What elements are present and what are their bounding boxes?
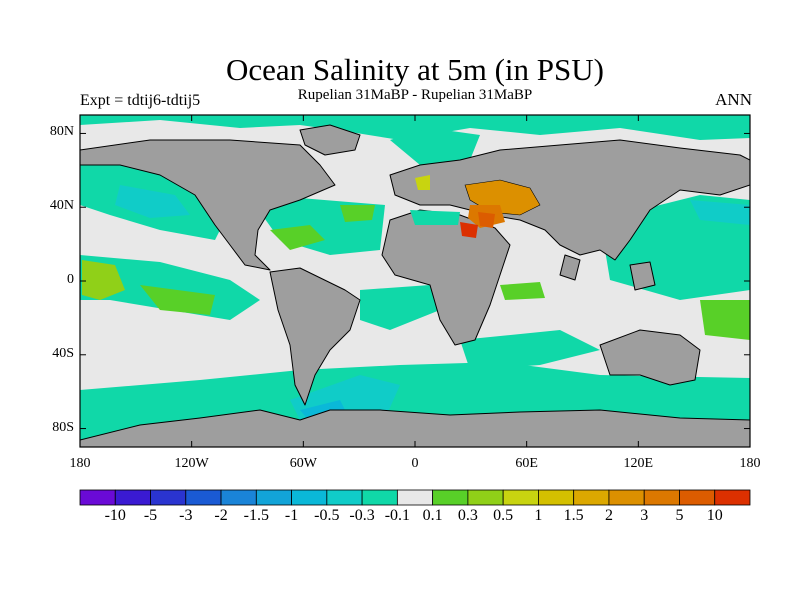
colorbar-swatch xyxy=(185,489,222,506)
north-atlantic-positive-2 xyxy=(340,205,375,222)
colorbar-swatch xyxy=(679,489,716,506)
colorbar-swatch xyxy=(150,489,187,506)
colorbar-swatch xyxy=(361,489,398,506)
western-mediterranean-anomaly xyxy=(410,210,460,225)
colorbar-swatch xyxy=(220,489,257,506)
colorbar-swatch xyxy=(432,489,469,506)
lat-tick-label: 40N xyxy=(49,198,74,214)
lon-tick-label: 0 xyxy=(411,456,419,471)
colorbar-label: -10 xyxy=(104,507,126,524)
caspian-core xyxy=(478,212,495,228)
map-field xyxy=(80,115,750,447)
colorbar-swatch xyxy=(114,489,151,506)
colorbar-swatch xyxy=(255,489,292,506)
colorbar-label: 0.3 xyxy=(457,507,478,524)
colorbar-label: 1 xyxy=(534,507,543,524)
subtitle: Rupelian 31MaBP - Rupelian 31MaBP xyxy=(297,87,533,103)
lon-tick-label: 60E xyxy=(515,456,538,471)
africa-land xyxy=(381,209,511,346)
lon-tick-label: 120W xyxy=(174,456,209,471)
colorbar-swatch xyxy=(502,489,539,506)
north-sea-anomaly xyxy=(415,175,430,190)
colorbar-swatch xyxy=(467,489,504,506)
lon-tick-label: 180 xyxy=(69,456,91,471)
colorbar-label: 0.5 xyxy=(493,507,514,524)
page-title: Ocean Salinity at 5m (in PSU) xyxy=(226,52,604,87)
eastern-mediterranean-anomaly xyxy=(460,222,478,238)
colorbar-swatch xyxy=(291,489,328,506)
colorbar-swatch xyxy=(538,489,575,506)
season-label: ANN xyxy=(715,90,752,109)
colorbar-swatch xyxy=(643,489,680,506)
colorbar-label: -5 xyxy=(143,507,158,524)
south-atlantic-anomaly xyxy=(360,285,440,330)
lat-tick-label: 0 xyxy=(67,272,74,287)
colorbar-swatch xyxy=(396,489,434,506)
south-america-land xyxy=(269,267,361,406)
nordic-seas-anomaly xyxy=(390,128,480,165)
colorbar-label: 5 xyxy=(675,507,684,524)
indian-ocean-anomaly xyxy=(460,330,600,370)
australia-land xyxy=(599,329,701,386)
kuroshio-anomaly xyxy=(690,200,750,225)
lat-tick-label: 40S xyxy=(52,345,74,361)
lat-tick-label: 80N xyxy=(49,124,74,140)
equatorial-pacific-anomaly xyxy=(80,255,260,320)
arctic-anomaly xyxy=(80,115,750,140)
lon-tick-label: 60W xyxy=(289,456,317,471)
experiment-label: Expt = tdtij6-tdtij5 xyxy=(80,92,201,109)
colorbar-label: 0.1 xyxy=(422,507,443,524)
colorbar-swatch xyxy=(573,489,610,506)
antarctica-land xyxy=(80,409,750,447)
lat-tick-label: 80S xyxy=(52,419,74,435)
colorbar-label: 1.5 xyxy=(563,507,584,524)
north-pacific-core xyxy=(115,185,190,218)
colorbar-label: -2 xyxy=(214,507,228,524)
south-pacific-positive xyxy=(700,300,750,340)
colorbar-label: -0.3 xyxy=(349,507,375,524)
colorbar-label: 10 xyxy=(706,507,723,524)
north-america-land xyxy=(80,139,336,271)
lon-tick-label: 180 xyxy=(739,456,761,471)
southeast-asia-islands xyxy=(629,261,656,291)
colorbar-label: -3 xyxy=(179,507,193,524)
east-pacific-positive xyxy=(82,260,125,300)
colorbar-label: -0.1 xyxy=(384,507,411,524)
axis-ticks xyxy=(79,115,751,447)
colorbar-label: -0.5 xyxy=(314,507,340,524)
colorbar-label: -1 xyxy=(284,507,299,524)
land-masses xyxy=(80,124,750,447)
north-atlantic-positive xyxy=(270,225,325,250)
colorbar xyxy=(79,489,751,506)
colorbar-swatch xyxy=(608,489,645,506)
greenland-land xyxy=(299,124,361,156)
colorbar-label: -1.5 xyxy=(243,507,269,524)
colorbar-label: 3 xyxy=(640,507,649,524)
equatorial-pacific-positive xyxy=(140,285,215,315)
colorbar-swatch xyxy=(714,489,751,506)
indian-ocean-positive xyxy=(500,282,545,300)
colorbar-swatch xyxy=(326,489,363,506)
india-land xyxy=(559,254,581,281)
colorbar-swatch xyxy=(79,489,116,506)
lon-tick-label: 120E xyxy=(623,456,654,471)
colorbar-label: 2 xyxy=(604,507,613,524)
